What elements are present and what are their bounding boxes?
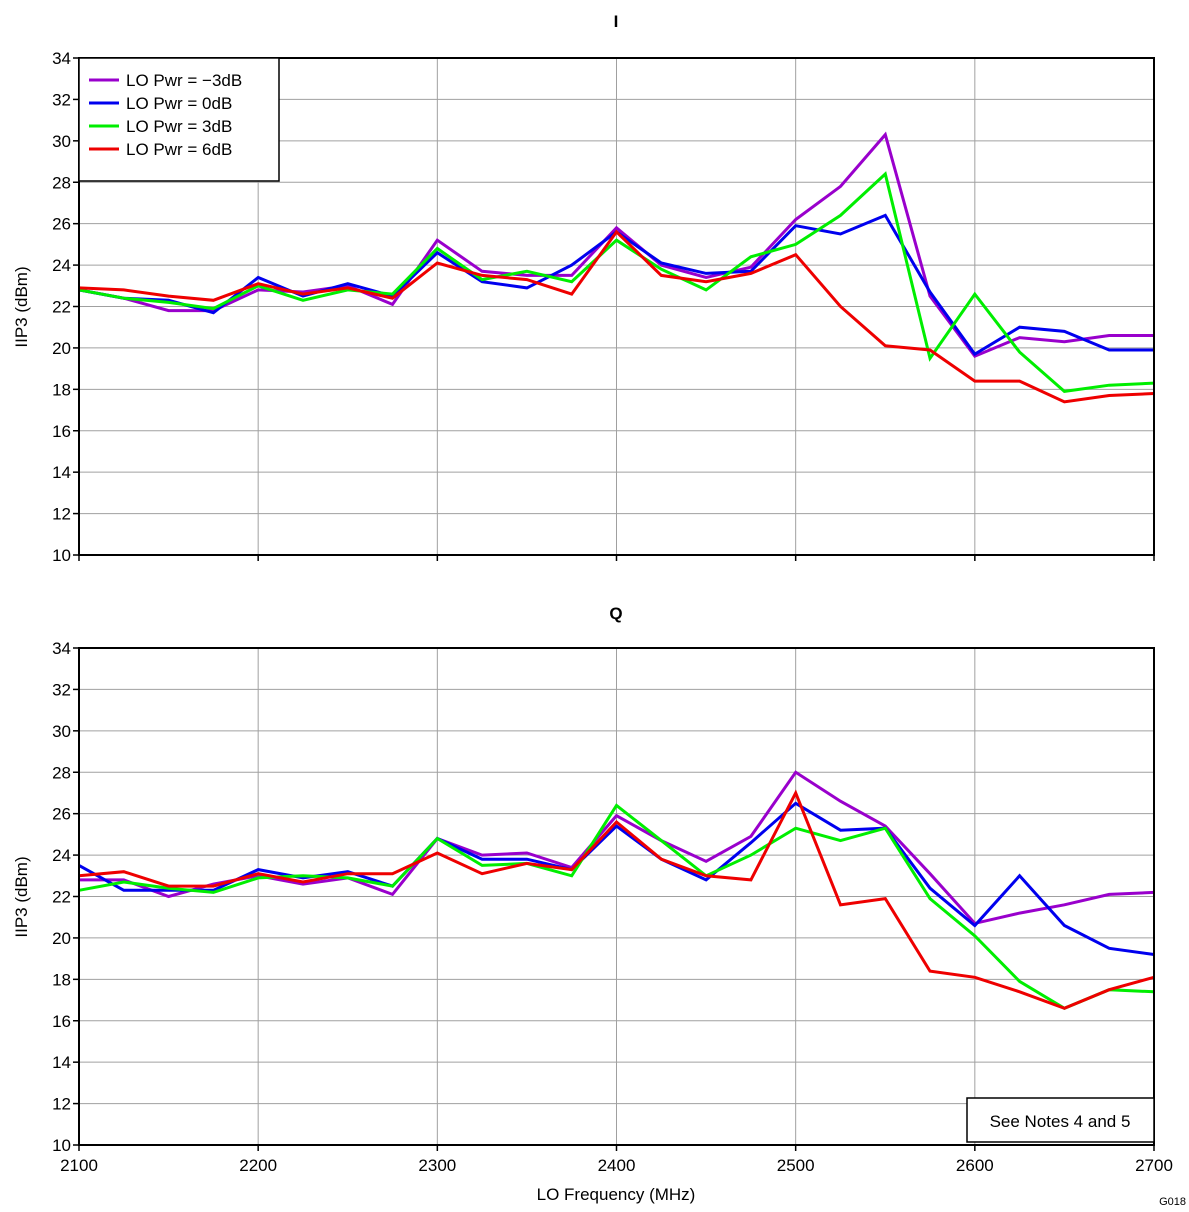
series-line-q-lo_3 bbox=[78, 803, 1155, 1010]
chart-title-q: Q bbox=[609, 604, 622, 623]
y-tick-label-q: 12 bbox=[52, 1095, 71, 1114]
y-axis-label-i: IIP3 (dBm) bbox=[12, 266, 31, 347]
legend-label-lo_0: LO Pwr = 0dB bbox=[126, 94, 232, 113]
y-tick-label-q: 22 bbox=[52, 888, 71, 907]
series-line-q-lo_0 bbox=[78, 801, 1155, 956]
legend-frame bbox=[78, 57, 280, 182]
figure-id: G018 bbox=[1159, 1196, 1186, 1207]
y-tick-label-q: 28 bbox=[52, 763, 71, 782]
y-tick-label-i: 12 bbox=[52, 505, 71, 524]
y-tick-label-q: 10 bbox=[52, 1136, 71, 1155]
series-line-i-lo_3 bbox=[78, 171, 1155, 393]
x-tick-label-q: 2200 bbox=[239, 1156, 277, 1175]
x-tick-label-q: 2100 bbox=[60, 1156, 98, 1175]
x-tick-label-q: 2600 bbox=[956, 1156, 994, 1175]
y-axis-label-q: IIP3 (dBm) bbox=[12, 856, 31, 937]
note-box-frame bbox=[966, 1097, 1155, 1143]
y-tick-label-i: 20 bbox=[52, 339, 71, 358]
y-tick-label-q: 18 bbox=[52, 970, 71, 989]
y-tick-label-i: 18 bbox=[52, 380, 71, 399]
y-tick-label-q: 30 bbox=[52, 722, 71, 741]
y-tick-label-i: 10 bbox=[52, 546, 71, 565]
y-tick-label-i: 32 bbox=[52, 90, 71, 109]
chart-panel-q: 10 12 14 16 18 20 22 24 26 28 30 32 34 2100 2200 2300 24… bbox=[52, 639, 1173, 1175]
y-tick-label-q: 34 bbox=[52, 639, 71, 658]
x-tick-label-q: 2700 bbox=[1135, 1156, 1173, 1175]
y-tick-label-i: 30 bbox=[52, 132, 71, 151]
legend-label-lo_3: LO Pwr = 3dB bbox=[126, 117, 232, 136]
y-tick-label-i: 26 bbox=[52, 215, 71, 234]
x-axis-label: LO Frequency (MHz) bbox=[537, 1185, 696, 1204]
legend-label-lo_m3: LO Pwr = −3dB bbox=[126, 71, 242, 90]
chart-title-i: I bbox=[614, 12, 619, 31]
y-tick-label-i: 14 bbox=[52, 463, 71, 482]
y-tick-label-q: 20 bbox=[52, 929, 71, 948]
x-tick-label-q: 2400 bbox=[598, 1156, 636, 1175]
y-tick-label-i: 28 bbox=[52, 173, 71, 192]
series-line-i-lo_m3 bbox=[78, 131, 1154, 359]
y-tick-label-q: 14 bbox=[52, 1053, 71, 1072]
y-tick-label-q: 24 bbox=[52, 846, 71, 865]
note-box-text: See Notes 4 and 5 bbox=[990, 1112, 1131, 1131]
series-line-i-lo_6 bbox=[78, 229, 1155, 404]
y-tick-label-i: 22 bbox=[52, 298, 71, 317]
y-tick-label-q: 16 bbox=[52, 1012, 71, 1031]
x-tick-label-q: 2300 bbox=[418, 1156, 456, 1175]
legend: LO Pwr = −3dB LO Pwr = 0dB LO Pwr = 3dB LO … bbox=[78, 57, 280, 182]
y-tick-label-i: 24 bbox=[52, 256, 71, 275]
y-tick-label-q: 32 bbox=[52, 680, 71, 699]
series-line-q-lo_6 bbox=[78, 789, 1155, 1010]
x-tick-label-q: 2500 bbox=[777, 1156, 815, 1175]
legend-label-lo_6: LO Pwr = 6dB bbox=[126, 140, 232, 159]
y-tick-label-q: 26 bbox=[52, 805, 71, 824]
note-box: See Notes 4 and 5 bbox=[966, 1097, 1155, 1143]
y-tick-label-i: 34 bbox=[52, 49, 71, 68]
y-tick-label-i: 16 bbox=[52, 422, 71, 441]
